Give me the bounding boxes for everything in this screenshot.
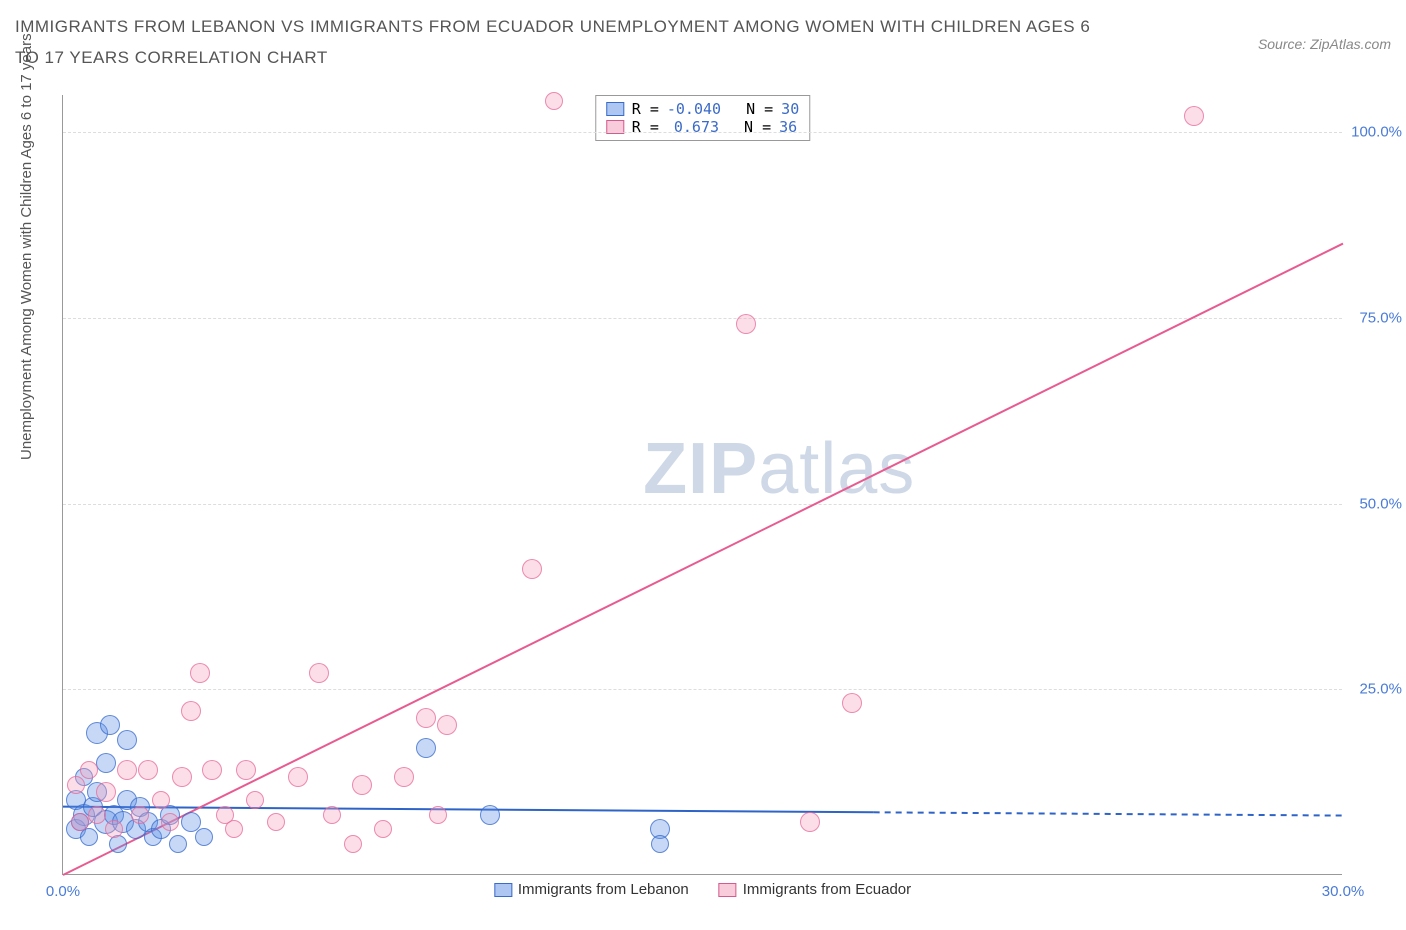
data-point-ecuador	[71, 813, 89, 831]
data-point-ecuador	[117, 760, 137, 780]
data-point-ecuador	[522, 559, 542, 579]
legend-item-ecuador: Immigrants from Ecuador	[719, 881, 911, 898]
y-axis-label: Unemployment Among Women with Children A…	[18, 33, 35, 460]
y-tick-label: 100.0%	[1351, 124, 1402, 141]
swatch-blue	[494, 883, 512, 897]
data-point-ecuador	[236, 760, 256, 780]
chart-plot-area: ZIPatlas R = -0.040 N = 30 R = 0.673 N =…	[62, 95, 1342, 875]
chart-title: IMMIGRANTS FROM LEBANON VS IMMIGRANTS FR…	[15, 12, 1115, 73]
x-tick-label: 30.0%	[1322, 883, 1365, 900]
data-point-ecuador	[267, 813, 285, 831]
data-point-ecuador	[352, 775, 372, 795]
data-point-ecuador	[138, 760, 158, 780]
data-point-ecuador	[181, 701, 201, 721]
source-label: Source: ZipAtlas.com	[1258, 36, 1391, 52]
y-tick-label: 50.0%	[1359, 495, 1402, 512]
data-point-ecuador	[344, 835, 362, 853]
data-point-ecuador	[190, 663, 210, 683]
data-point-ecuador	[88, 806, 106, 824]
data-point-ecuador	[736, 314, 756, 334]
data-point-ecuador	[842, 693, 862, 713]
data-point-ecuador	[374, 820, 392, 838]
y-tick-label: 25.0%	[1359, 681, 1402, 698]
data-point-ecuador	[429, 806, 447, 824]
legend-item-lebanon: Immigrants from Lebanon	[494, 881, 689, 898]
data-point-lebanon	[100, 715, 120, 735]
data-point-ecuador	[67, 776, 85, 794]
data-point-ecuador	[161, 813, 179, 831]
data-point-ecuador	[96, 782, 116, 802]
data-point-ecuador	[800, 812, 820, 832]
data-point-lebanon	[96, 753, 116, 773]
data-point-ecuador	[246, 791, 264, 809]
data-point-ecuador	[152, 791, 170, 809]
series-legend: Immigrants from Lebanon Immigrants from …	[494, 881, 911, 898]
data-point-ecuador	[225, 820, 243, 838]
data-point-ecuador	[131, 806, 149, 824]
data-point-lebanon	[416, 738, 436, 758]
header: IMMIGRANTS FROM LEBANON VS IMMIGRANTS FR…	[15, 12, 1391, 73]
data-point-ecuador	[437, 715, 457, 735]
data-point-ecuador	[545, 92, 563, 110]
trend-lines	[63, 95, 1343, 875]
swatch-pink	[719, 883, 737, 897]
data-point-ecuador	[80, 761, 98, 779]
data-point-ecuador	[105, 820, 123, 838]
data-point-lebanon	[480, 805, 500, 825]
data-point-ecuador	[1184, 106, 1204, 126]
data-point-lebanon	[651, 835, 669, 853]
data-point-lebanon	[195, 828, 213, 846]
data-point-ecuador	[202, 760, 222, 780]
data-point-ecuador	[323, 806, 341, 824]
data-point-lebanon	[117, 730, 137, 750]
y-tick-label: 75.0%	[1359, 309, 1402, 326]
data-point-ecuador	[394, 767, 414, 787]
data-point-ecuador	[309, 663, 329, 683]
data-point-ecuador	[416, 708, 436, 728]
x-tick-label: 0.0%	[46, 883, 80, 900]
data-point-ecuador	[172, 767, 192, 787]
data-point-ecuador	[288, 767, 308, 787]
data-point-lebanon	[169, 835, 187, 853]
